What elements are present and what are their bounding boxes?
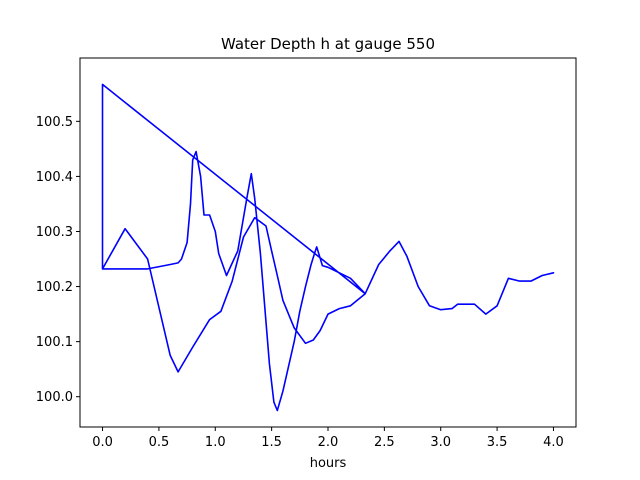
y-axis: 100.0 100.1 100.2 100.3 100.4 100.5: [36, 115, 80, 405]
y-tick-label: 100.3: [36, 225, 73, 240]
data-layer: [101, 83, 555, 412]
x-tick-label: 3.0: [430, 435, 451, 450]
x-tick-label: 0.0: [92, 435, 113, 450]
x-tick-label: 1.0: [205, 435, 226, 450]
y-tick-label: 100.0: [36, 390, 73, 405]
axes-frame: [79, 57, 577, 428]
y-tick-label: 100.1: [36, 335, 73, 350]
x-tick-label: 1.5: [261, 435, 282, 450]
y-tick-label: 100.5: [36, 115, 73, 130]
chart-title: Water Depth h at gauge 550: [221, 35, 435, 53]
x-tick-label: 3.5: [487, 435, 508, 450]
y-tick-label: 100.2: [36, 280, 73, 295]
x-tick-label: 4.0: [543, 435, 564, 450]
x-tick-label: 0.5: [149, 435, 170, 450]
series-line-0: [101, 83, 555, 412]
x-tick-label: 2.5: [374, 435, 395, 450]
x-axis: 0.0 0.5 1.0 1.5 2.0 2.5 3.0 3.5 4.0: [92, 427, 564, 450]
x-axis-label: hours: [310, 456, 347, 471]
x-tick-label: 2.0: [318, 435, 339, 450]
y-tick-label: 100.4: [36, 170, 73, 185]
